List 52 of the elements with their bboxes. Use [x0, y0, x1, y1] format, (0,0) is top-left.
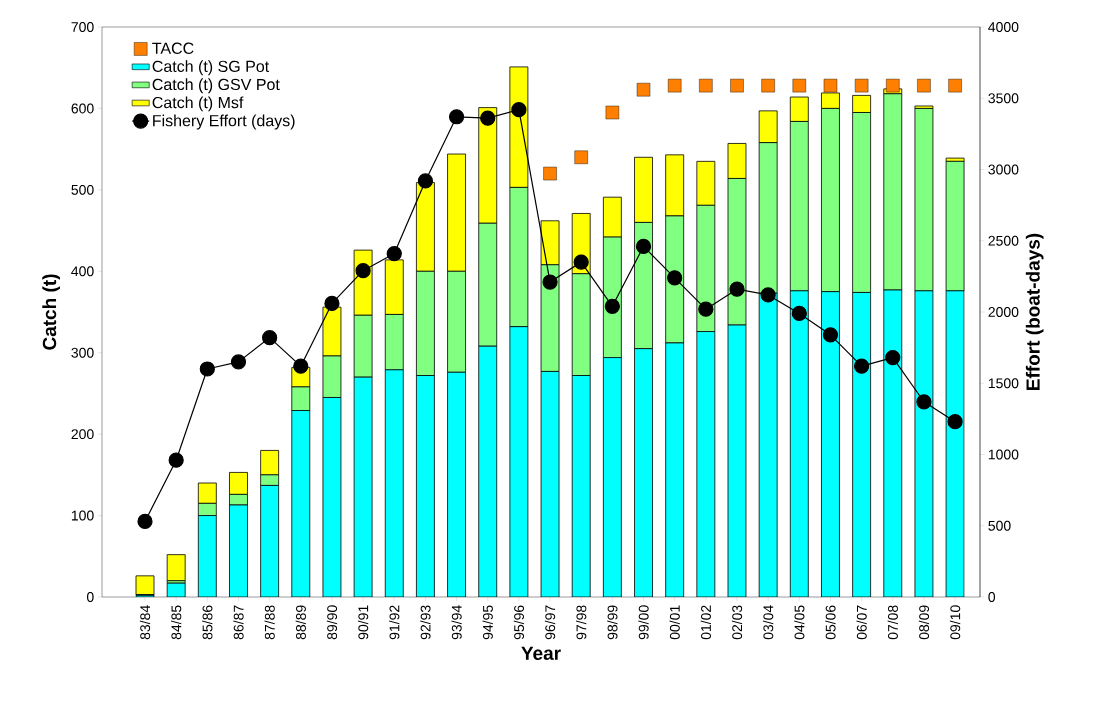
x-tick-label: 07/08	[887, 605, 898, 640]
x-tick-label: 99/00	[638, 605, 649, 640]
legend-label: Catch (t) Msf	[152, 96, 244, 112]
x-tick-label: 87/88	[264, 605, 275, 640]
y-axis-title: Catch (t)	[42, 274, 60, 350]
x-tick-label: 85/86	[202, 605, 213, 640]
y2-tick-label: 1500	[988, 378, 1019, 389]
y2-tick-label: 2000	[988, 307, 1019, 317]
y-tick-label: 100	[71, 510, 94, 521]
x-tick-label: 08/09	[918, 605, 930, 640]
x-tick-label: 98/99	[607, 605, 618, 640]
x-tick-label: 06/07	[856, 605, 867, 640]
y2-tick-label: 3500	[988, 93, 1019, 104]
y-tick-label: 0	[86, 592, 94, 602]
x-tick-label: 89/90	[326, 605, 338, 640]
x-tick-label: 86/87	[233, 605, 244, 640]
y-tick-label: 600	[71, 103, 94, 114]
legend-label: Catch (t) GSV Pot	[152, 78, 280, 94]
x-tick-label: 93/94	[451, 605, 462, 640]
x-tick-label: 01/02	[700, 605, 711, 640]
y2-tick-label: 1000	[988, 449, 1019, 460]
y-tick-label: 400	[71, 266, 94, 277]
y2-tick-label: 2500	[988, 235, 1019, 246]
y2-tick-label: 500	[988, 520, 1011, 531]
y2-tick-label: 0	[988, 592, 996, 602]
y2-tick-label: 4000	[988, 22, 1019, 32]
x-tick-label: 09/10	[949, 605, 961, 640]
x-axis-title: Year	[521, 646, 561, 660]
x-tick-label: 94/95	[482, 605, 493, 640]
x-tick-label: 88/89	[295, 605, 306, 640]
y-tick-label: 200	[71, 429, 94, 440]
legend-label: TACC	[152, 42, 194, 54]
x-tick-label: 97/98	[576, 605, 587, 640]
x-tick-label: 04/05	[794, 605, 805, 640]
y-tick-label: 700	[71, 22, 94, 32]
y2-axis-title: Effort (boat-days)	[1025, 233, 1044, 390]
x-tick-label: 02/03	[731, 605, 743, 640]
x-tick-label: 05/06	[825, 605, 836, 640]
x-tick-label: 03/04	[763, 605, 774, 640]
y2-tick-label: 3000	[988, 164, 1019, 175]
x-tick-label: 95/96	[513, 605, 525, 640]
legend-label: Catch (t) SG Pot	[152, 60, 270, 76]
x-tick-label: 96/97	[544, 605, 556, 640]
x-tick-label: 92/93	[420, 605, 431, 640]
x-tick-label: 00/01	[669, 605, 680, 640]
x-tick-label: 83/84	[139, 605, 151, 640]
x-tick-label: 91/92	[389, 605, 400, 640]
x-tick-label: 90/91	[357, 605, 369, 640]
y-tick-label: 500	[71, 184, 94, 195]
y-tick-label: 300	[71, 347, 94, 358]
x-tick-label: 84/85	[171, 605, 182, 640]
legend-label: Fishery Effort (days)	[153, 114, 295, 130]
